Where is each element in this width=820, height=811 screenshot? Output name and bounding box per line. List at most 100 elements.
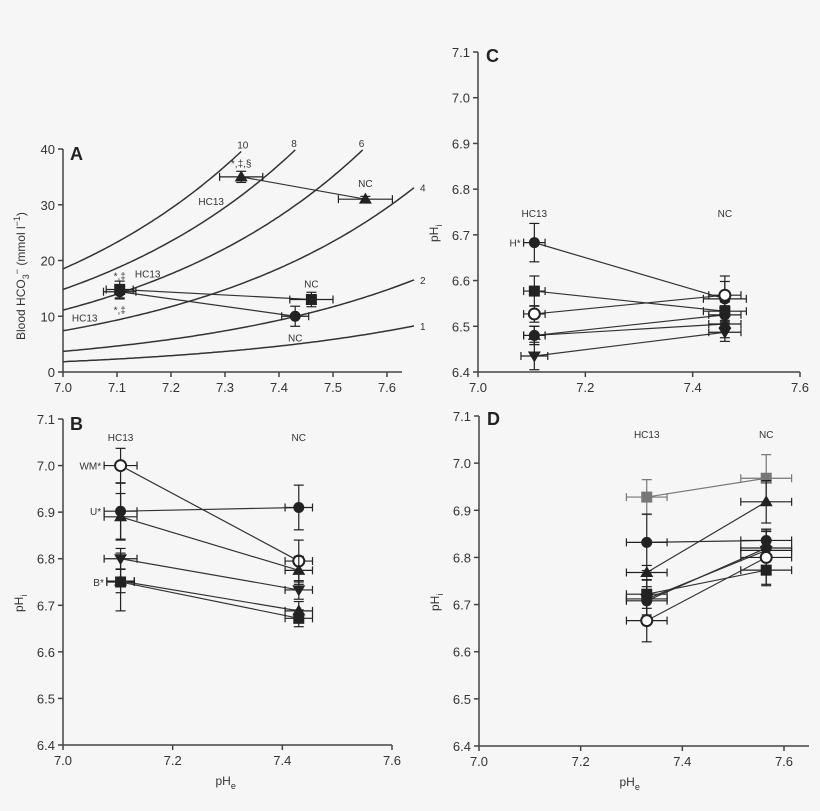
group-label: HC13 [108,433,134,444]
y-tick-label: 7.0 [453,456,471,471]
label-part: pH [12,597,26,612]
series: U* [90,482,314,540]
tissue-tag: H* [509,239,520,250]
series [625,528,793,643]
isopleth-label: 6 [359,139,365,150]
y-tick-label: 6.8 [453,550,471,565]
label-part: − [12,269,22,274]
series [103,492,314,585]
series-line [534,242,726,300]
panel-b: 7.0 7.2 7.4 7.66.46.56.66.76.86.97.07.1 BpHe… [12,412,401,791]
y-tick-label: 6.5 [37,691,55,706]
group-label: HC13 [634,430,660,441]
y-tick-label: 6.8 [37,552,55,567]
tissue-tag: U* [90,507,101,518]
y-tick-label: 6.6 [453,645,471,660]
series: HC13 *,‡ NC [105,269,334,308]
significance-note: *,‡,§ [231,159,252,170]
x-tick-label: 7.5 [324,380,342,395]
data-point-open-circle [114,459,128,473]
x-tick-label: 7.0 [469,380,487,395]
label-part: ) [14,212,28,216]
data-point-triangle-up [114,574,128,586]
label-part: pH [620,775,635,789]
y-tick-label: 7.1 [37,412,55,427]
data-point-circle [641,536,653,548]
y-tick-label: 6.9 [452,136,470,151]
isopleth-line [62,187,415,332]
label-part: Blood HCO [14,279,28,340]
x-tick-label: 7.2 [572,754,590,769]
point-label: HC13 [198,197,224,208]
isopleth-label: 2 [420,276,426,287]
point-label: NC [288,333,302,344]
y-axis-label: Blood HCO3− (mmol l−1) [12,212,31,340]
data-point-square [305,294,317,306]
series-line [646,547,767,602]
data-point-open-circle [527,307,541,321]
isopleth-line [62,149,296,291]
x-tick-label: 7.0 [54,753,72,768]
label-part: (mmol l [14,226,28,269]
series-line [119,288,312,301]
label-part: i [434,225,444,227]
group-label: NC [759,430,773,441]
point-label: NC [358,179,372,190]
y-tick-label: 7.0 [37,459,55,474]
error-bar [523,275,546,307]
panel-a: 7.0 7.1 7.2 7.3 7.4 7.5 7.6 0 10 20 30 40 A Blood HCO… [12,139,426,395]
y-tick-label: 6.9 [453,503,471,518]
data-point-triangle-up [527,328,541,340]
series [625,479,793,581]
data-point-triangle-up [234,170,248,182]
panel-label: D [487,409,500,429]
y-tick-label: 6.5 [452,319,470,334]
significance-note: *,‡ [114,306,126,317]
panel-d: 7.0 7.2 7.4 7.66.46.56.66.76.86.97.07.1 DpHe… [428,409,809,792]
y-axis-label: pHi [428,594,445,611]
data-point-triangle-down [292,585,306,597]
x-tick-label: 7.3 [216,380,234,395]
data-point-open-circle [640,614,654,628]
series [106,568,314,621]
y-tick-label: 6.6 [452,274,470,289]
tissue-tag: B* [93,578,104,589]
series-line [534,290,725,312]
x-tick-label: 7.0 [470,754,488,769]
label-part: pH [427,227,441,242]
series-line [534,314,725,337]
data-point-triangle-down [527,351,541,363]
x-tick-label: 7.6 [383,753,401,768]
x-tick-label: 7.0 [54,380,72,395]
data-point-triangle-up [292,563,306,575]
panel-label: C [486,46,499,66]
x-tick-label: 7.2 [576,380,594,395]
series-line [120,465,300,562]
tissue-tag: WM* [79,462,101,473]
y-tick-label: 6.4 [453,739,471,754]
data-point-circle [528,237,540,249]
series-line [120,580,299,612]
group-label: HC13 [522,209,548,220]
data-point-triangle-up [358,192,372,204]
x-tick-label: 7.6 [378,380,396,395]
series-line [241,176,366,200]
isopleth-line [62,150,242,270]
data-point-triangle-up [759,495,773,507]
series: HC13 *,‡,§ NC [198,159,393,208]
error-bar [740,479,793,524]
series: WM* [79,447,314,583]
label-part: 3 [21,274,31,279]
data-point-triangle-up [292,604,306,616]
y-tick-label: 6.8 [452,182,470,197]
label-part: e [635,782,640,792]
x-tick-label: 7.6 [791,380,809,395]
x-tick-label: 7.2 [164,753,182,768]
data-point-square [641,491,653,503]
series-line [120,558,299,591]
x-tick-label: 7.2 [162,380,180,395]
series-line [646,501,767,574]
label-part: i [435,594,445,596]
series: HC13 *,‡ NC [72,283,310,344]
